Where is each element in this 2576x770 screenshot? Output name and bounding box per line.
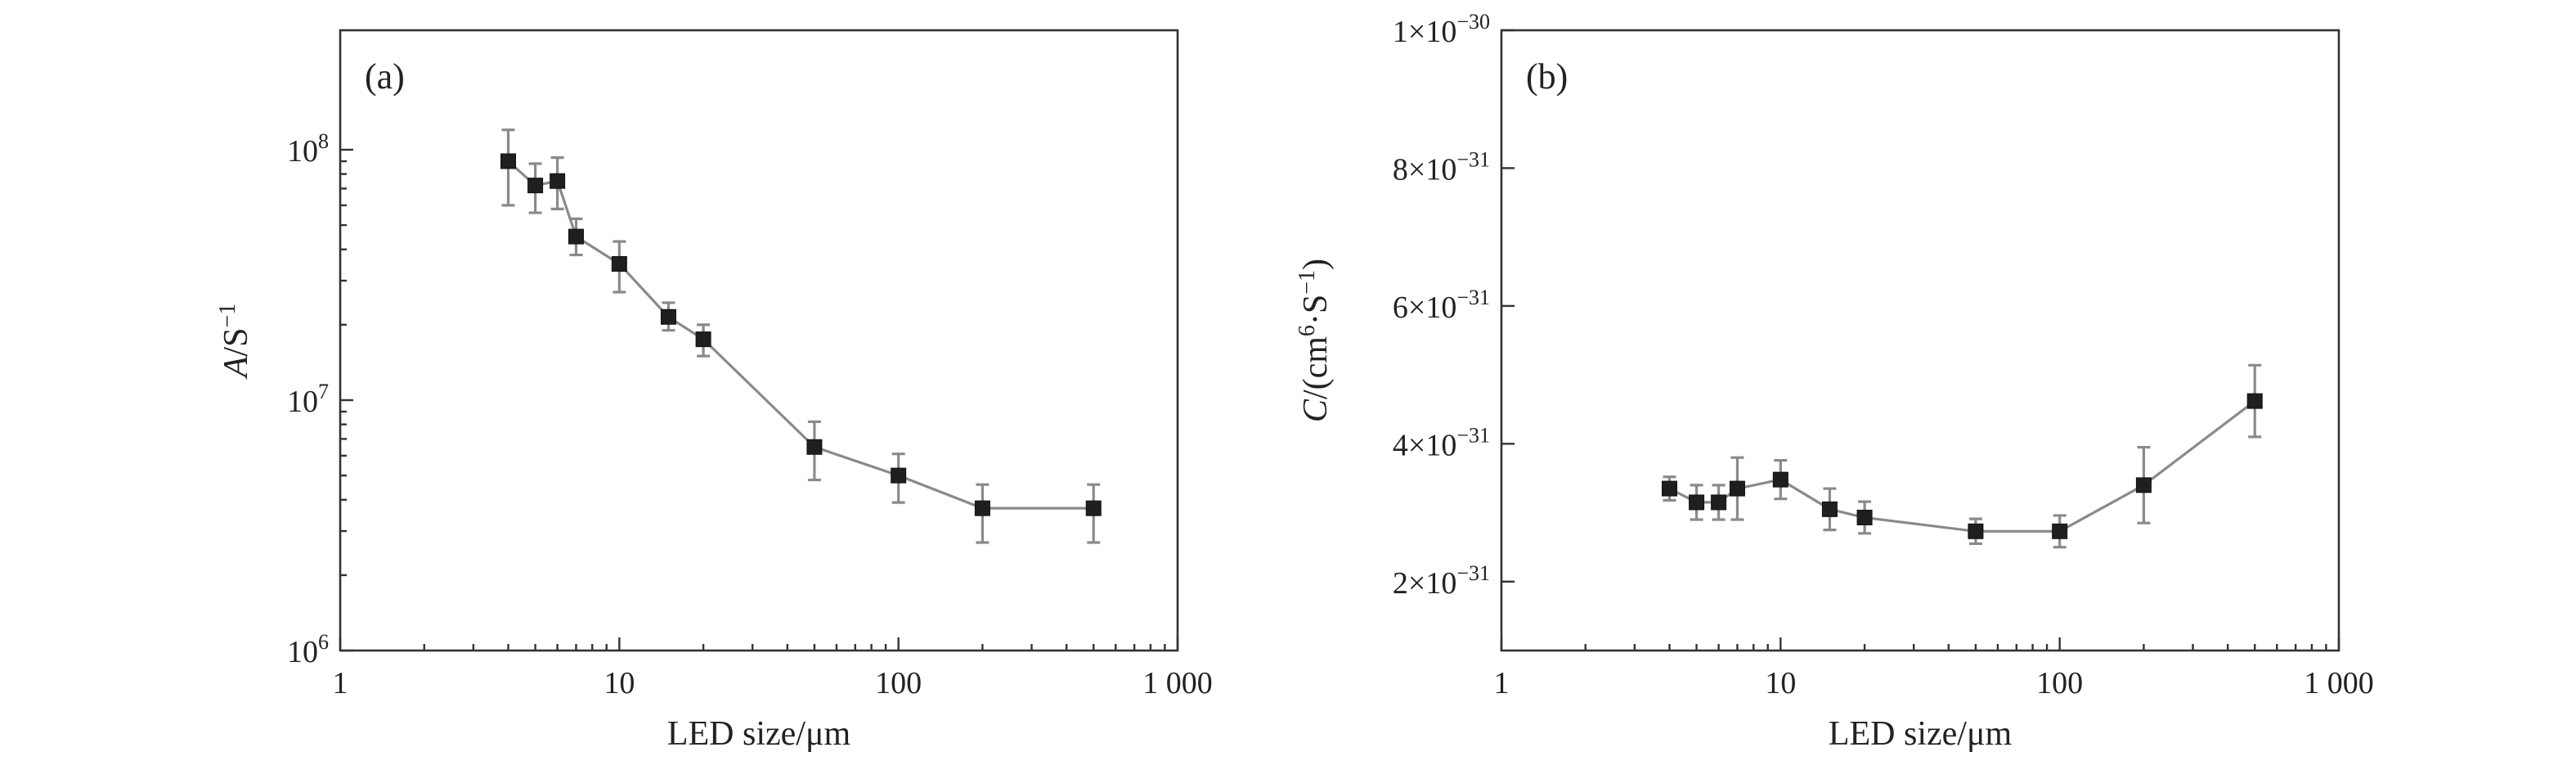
data-point-b-3 — [1729, 480, 1745, 497]
markers-a — [500, 153, 1102, 516]
y-axis-label-b-unit-2: ·S — [1297, 295, 1335, 325]
x-tick-label-b-1: 10 — [1765, 666, 1796, 700]
data-point-a-4 — [611, 256, 627, 272]
panel-b: (b) 1 10 100 1 0002×10−314×10−316×10−318×10… — [1295, 10, 2374, 753]
y-tick-label-b-4: 1×10−30 — [1393, 10, 1490, 49]
y-axis-label-a-symbol: A — [218, 356, 255, 380]
y-tick-exp-a-0: 6 — [318, 630, 329, 654]
data-point-b-9 — [2135, 477, 2152, 493]
data-point-b-1 — [1689, 494, 1705, 511]
x-axis-label-a: LED size/μm — [667, 715, 851, 753]
y-tick-label-a-1: 107 — [287, 380, 329, 419]
y-axis-label-b-sup-2: −1 — [1295, 270, 1320, 295]
x-tick-label-a-3: 1 000 — [1142, 666, 1213, 700]
y-tick-mant-b-1: 4 — [1393, 428, 1408, 462]
y-tick-exp-b-1: −31 — [1456, 423, 1490, 447]
y-tick-times-b-3: × — [1408, 152, 1425, 187]
data-point-a-3 — [568, 228, 584, 245]
y-tick-exp-a-1: 7 — [318, 380, 329, 403]
y-axis-label-a: A/S−1 — [215, 304, 255, 380]
y-tick-times-b-1: × — [1408, 428, 1425, 462]
y-tick-base-b-0: 10 — [1425, 566, 1456, 601]
y-axis-label-b-unit-1: /(cm — [1297, 336, 1335, 399]
data-point-a-8 — [891, 467, 907, 484]
y-tick-label-b-1: 4×10−31 — [1393, 423, 1490, 462]
y-tick-exp-b-4: −30 — [1456, 10, 1490, 34]
y-tick-label-b-2: 6×10−31 — [1393, 286, 1490, 325]
y-tick-base-b-3: 10 — [1425, 152, 1456, 187]
data-point-a-9 — [974, 500, 990, 516]
y-tick-label-b-3: 8×10−31 — [1393, 147, 1490, 187]
y-tick-times-b-4: × — [1408, 15, 1425, 49]
y-tick-label-b-0: 2×10−31 — [1393, 561, 1490, 601]
y-tick-mant-b-2: 6 — [1393, 290, 1408, 325]
ticks-b: 1 10 100 1 0002×10−314×10−316×10−318×10−311… — [1393, 10, 2374, 700]
error-bars-a — [501, 128, 1101, 544]
y-tick-mant-b-4: 1 — [1393, 15, 1408, 49]
y-tick-base-b-1: 10 — [1425, 428, 1456, 462]
y-axis-label-a-sup: −1 — [215, 304, 240, 328]
markers-b — [1662, 393, 2263, 539]
data-point-b-2 — [1711, 494, 1727, 511]
y-axis-label-a-unit: /S — [218, 328, 255, 357]
data-point-b-6 — [1856, 509, 1873, 525]
y-axis-label-b-sup-1: 6 — [1295, 325, 1320, 336]
plot-frame-b — [1500, 29, 2340, 652]
data-point-a-6 — [695, 331, 711, 348]
x-axis-label-b: LED size/μm — [1829, 715, 2013, 753]
y-tick-label-a-2: 108 — [287, 129, 329, 169]
x-tick-label-b-0: 1 — [1494, 666, 1510, 700]
panel-label-b: (b) — [1526, 56, 1568, 97]
y-tick-base-b-2: 10 — [1425, 290, 1456, 325]
x-tick-label-a-2: 100 — [875, 666, 922, 700]
data-point-b-7 — [1968, 523, 1984, 539]
y-tick-exp-b-0: −31 — [1456, 561, 1490, 585]
panel-label-a: (a) — [365, 56, 405, 97]
data-point-a-10 — [1085, 500, 1102, 516]
x-tick-label-b-2: 100 — [2036, 666, 2083, 700]
y-tick-mant-b-0: 2 — [1393, 566, 1408, 601]
data-point-a-0 — [500, 153, 517, 169]
data-point-a-5 — [660, 308, 676, 325]
y-tick-exp-a-2: 8 — [318, 129, 329, 153]
data-point-b-10 — [2246, 393, 2263, 409]
error-bars-b — [1663, 363, 2262, 549]
y-tick-base-b-4: 10 — [1425, 15, 1456, 49]
data-point-b-0 — [1662, 480, 1678, 497]
series-line-b — [1668, 399, 2256, 533]
data-point-b-5 — [1821, 501, 1838, 517]
y-tick-times-b-0: × — [1408, 566, 1425, 601]
plot-frame-a — [339, 29, 1179, 652]
data-point-a-1 — [527, 178, 544, 194]
y-tick-mant-b-3: 8 — [1393, 152, 1408, 187]
x-tick-label-a-1: 10 — [604, 666, 635, 700]
data-point-b-4 — [1772, 471, 1788, 488]
y-axis-label-b: C/(cm6·S−1) — [1295, 259, 1335, 422]
series-line-a — [507, 160, 1094, 510]
y-tick-times-b-2: × — [1408, 290, 1425, 325]
y-tick-exp-b-2: −31 — [1456, 286, 1490, 309]
y-tick-base-a-0: 10 — [287, 635, 318, 669]
y-tick-base-a-2: 10 — [287, 134, 318, 169]
y-axis-label-b-close: ) — [1297, 259, 1335, 270]
x-tick-label-b-3: 1 000 — [2304, 666, 2374, 700]
y-tick-label-a-0: 106 — [287, 630, 329, 669]
data-point-a-2 — [550, 173, 566, 189]
data-point-b-8 — [2052, 523, 2068, 539]
y-tick-exp-b-3: −31 — [1456, 147, 1490, 171]
y-tick-base-a-1: 10 — [287, 385, 318, 419]
data-point-a-7 — [806, 439, 823, 455]
x-tick-label-a-0: 1 — [333, 666, 348, 700]
y-axis-label-b-symbol: C — [1297, 399, 1335, 422]
